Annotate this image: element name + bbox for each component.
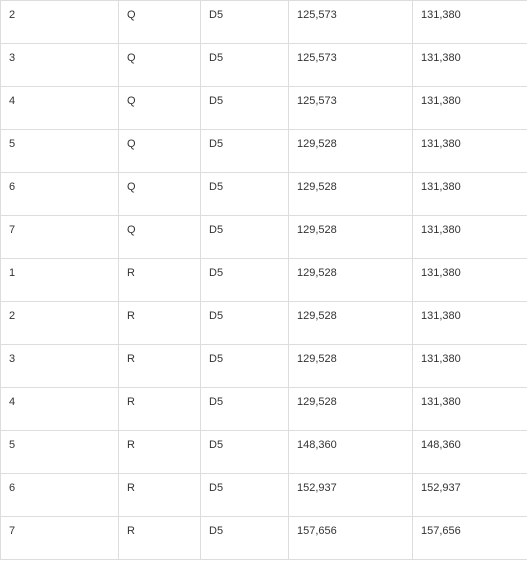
table-row: 7 R D5 157,656 157,656 <box>1 517 527 560</box>
cell-code: D5 <box>201 173 289 216</box>
cell-code: D5 <box>201 302 289 345</box>
cell-value-a: 129,528 <box>289 259 413 302</box>
cell-letter: R <box>119 474 201 517</box>
cell-value-a: 157,656 <box>289 517 413 560</box>
cell-id: 2 <box>1 302 119 345</box>
cell-code: D5 <box>201 87 289 130</box>
cell-letter: R <box>119 431 201 474</box>
cell-value-a: 125,573 <box>289 87 413 130</box>
table-row: 4 Q D5 125,573 131,380 <box>1 87 527 130</box>
cell-code: D5 <box>201 517 289 560</box>
table-body: 2 Q D5 125,573 131,380 3 Q D5 125,573 13… <box>1 1 527 560</box>
table-row: 4 R D5 129,528 131,380 <box>1 388 527 431</box>
table-row: 2 Q D5 125,573 131,380 <box>1 1 527 44</box>
cell-value-b: 131,380 <box>413 345 527 388</box>
cell-id: 4 <box>1 87 119 130</box>
cell-letter: R <box>119 517 201 560</box>
cell-letter: Q <box>119 130 201 173</box>
table-row: 7 Q D5 129,528 131,380 <box>1 216 527 259</box>
table-row: 6 R D5 152,937 152,937 <box>1 474 527 517</box>
cell-id: 5 <box>1 431 119 474</box>
cell-code: D5 <box>201 474 289 517</box>
cell-value-a: 148,360 <box>289 431 413 474</box>
cell-value-b: 131,380 <box>413 44 527 87</box>
cell-value-b: 131,380 <box>413 130 527 173</box>
cell-value-b: 157,656 <box>413 517 527 560</box>
cell-letter: Q <box>119 44 201 87</box>
cell-letter: R <box>119 345 201 388</box>
data-table: 2 Q D5 125,573 131,380 3 Q D5 125,573 13… <box>0 0 527 560</box>
cell-value-a: 129,528 <box>289 388 413 431</box>
cell-id: 7 <box>1 517 119 560</box>
cell-id: 1 <box>1 259 119 302</box>
cell-code: D5 <box>201 388 289 431</box>
cell-id: 6 <box>1 173 119 216</box>
cell-value-b: 131,380 <box>413 259 527 302</box>
cell-value-a: 129,528 <box>289 345 413 388</box>
cell-id: 4 <box>1 388 119 431</box>
cell-id: 3 <box>1 345 119 388</box>
cell-letter: Q <box>119 173 201 216</box>
cell-letter: R <box>119 302 201 345</box>
cell-code: D5 <box>201 1 289 44</box>
cell-code: D5 <box>201 216 289 259</box>
cell-code: D5 <box>201 130 289 173</box>
table-row: 3 R D5 129,528 131,380 <box>1 345 527 388</box>
cell-id: 2 <box>1 1 119 44</box>
cell-id: 7 <box>1 216 119 259</box>
table-row: 5 Q D5 129,528 131,380 <box>1 130 527 173</box>
cell-code: D5 <box>201 345 289 388</box>
cell-letter: R <box>119 259 201 302</box>
table-row: 3 Q D5 125,573 131,380 <box>1 44 527 87</box>
table-row: 2 R D5 129,528 131,380 <box>1 302 527 345</box>
cell-id: 5 <box>1 130 119 173</box>
cell-value-b: 148,360 <box>413 431 527 474</box>
table-row: 6 Q D5 129,528 131,380 <box>1 173 527 216</box>
cell-value-a: 129,528 <box>289 302 413 345</box>
cell-code: D5 <box>201 431 289 474</box>
cell-letter: Q <box>119 87 201 130</box>
cell-value-b: 131,380 <box>413 388 527 431</box>
cell-value-b: 131,380 <box>413 173 527 216</box>
cell-id: 3 <box>1 44 119 87</box>
cell-id: 6 <box>1 474 119 517</box>
cell-value-b: 152,937 <box>413 474 527 517</box>
table-row: 5 R D5 148,360 148,360 <box>1 431 527 474</box>
cell-value-a: 125,573 <box>289 1 413 44</box>
cell-value-b: 131,380 <box>413 302 527 345</box>
cell-value-b: 131,380 <box>413 1 527 44</box>
cell-letter: R <box>119 388 201 431</box>
cell-value-a: 129,528 <box>289 173 413 216</box>
cell-value-a: 125,573 <box>289 44 413 87</box>
cell-value-a: 129,528 <box>289 130 413 173</box>
cell-value-b: 131,380 <box>413 216 527 259</box>
cell-code: D5 <box>201 259 289 302</box>
table-row: 1 R D5 129,528 131,380 <box>1 259 527 302</box>
cell-value-a: 152,937 <box>289 474 413 517</box>
cell-code: D5 <box>201 44 289 87</box>
cell-letter: Q <box>119 216 201 259</box>
cell-letter: Q <box>119 1 201 44</box>
cell-value-b: 131,380 <box>413 87 527 130</box>
cell-value-a: 129,528 <box>289 216 413 259</box>
